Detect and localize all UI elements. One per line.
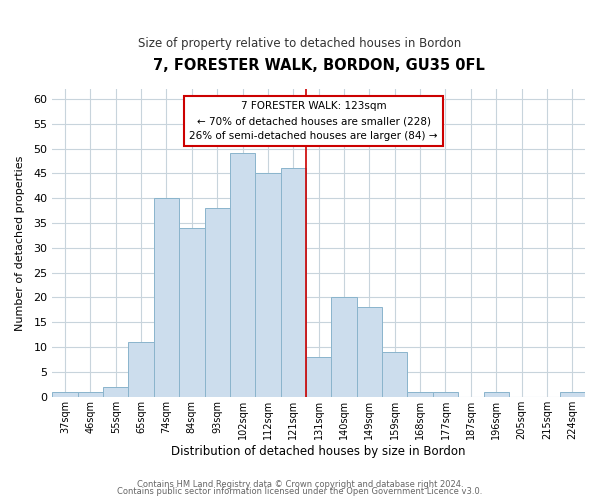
Text: Size of property relative to detached houses in Bordon: Size of property relative to detached ho… [139,38,461,51]
Bar [128,342,154,397]
Bar [179,228,205,397]
Bar [205,208,230,397]
Title: 7, FORESTER WALK, BORDON, GU35 0FL: 7, FORESTER WALK, BORDON, GU35 0FL [153,58,485,72]
Bar [255,174,281,397]
Bar [52,392,77,397]
X-axis label: Distribution of detached houses by size in Bordon: Distribution of detached houses by size … [172,444,466,458]
Bar [357,308,382,397]
Text: Contains public sector information licensed under the Open Government Licence v3: Contains public sector information licen… [118,487,482,496]
Text: 7 FORESTER WALK: 123sqm
← 70% of detached houses are smaller (228)
26% of semi-d: 7 FORESTER WALK: 123sqm ← 70% of detache… [190,102,438,141]
Bar [154,198,179,397]
Bar [331,298,357,397]
Bar [306,357,331,397]
Y-axis label: Number of detached properties: Number of detached properties [15,155,25,330]
Bar [560,392,585,397]
Bar [103,387,128,397]
Bar [382,352,407,397]
Bar [407,392,433,397]
Bar [484,392,509,397]
Bar [281,168,306,397]
Bar [77,392,103,397]
Text: Contains HM Land Registry data © Crown copyright and database right 2024.: Contains HM Land Registry data © Crown c… [137,480,463,489]
Bar [433,392,458,397]
Bar [230,154,255,397]
